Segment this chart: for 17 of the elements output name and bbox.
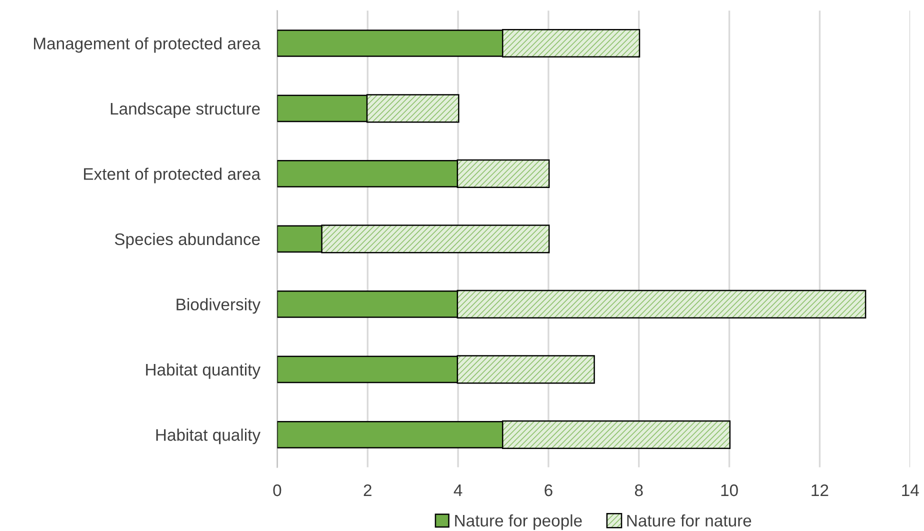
y-tick-label: Habitat quantity (146, 363, 261, 379)
legend-label: Nature for people (455, 514, 582, 530)
x-tick-label: 6 (544, 484, 552, 496)
x-tick-label: 8 (634, 484, 643, 496)
y-tick-label: Landscape structure (110, 102, 260, 118)
x-tick-label: 2 (364, 484, 372, 496)
y-tick-label: Extent of protected area (84, 168, 261, 184)
y-tick-label: Biodiversity (176, 298, 261, 314)
x-tick-label: 12 (812, 484, 828, 496)
x-tick-label: 14 (902, 484, 919, 496)
x-tick-label: 0 (273, 484, 282, 496)
x-tick-label: 4 (454, 484, 462, 496)
legend-label: Nature for nature (627, 514, 752, 527)
y-tick-label: Management of protected area (34, 37, 261, 53)
x-tick-label: 10 (721, 484, 738, 496)
y-tick-label: Species abundance (114, 232, 260, 248)
y-tick-label: Habitat quality (156, 428, 261, 444)
